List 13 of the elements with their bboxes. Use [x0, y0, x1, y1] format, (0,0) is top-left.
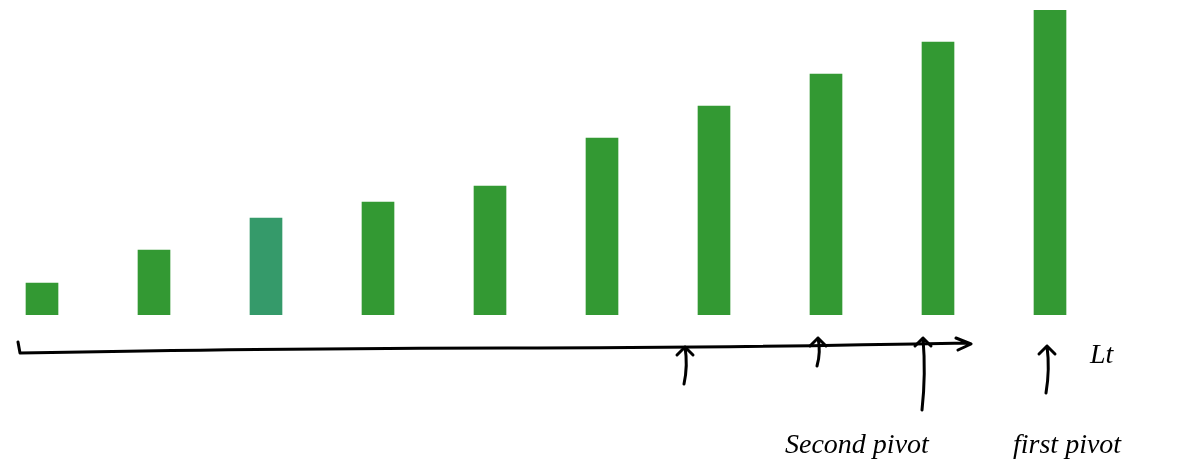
text: Second pivot: [785, 428, 929, 460]
text: first pivot: [1013, 428, 1122, 460]
bar: [249, 217, 283, 315]
bar: [25, 282, 59, 315]
bar: [473, 185, 507, 315]
bar: [1033, 10, 1067, 315]
bar: [361, 201, 395, 315]
bar: [697, 105, 731, 315]
bar: [585, 137, 619, 315]
bar: [921, 41, 955, 315]
bar: [809, 73, 843, 315]
bar: [137, 249, 171, 315]
text: Lt: [1090, 338, 1114, 370]
